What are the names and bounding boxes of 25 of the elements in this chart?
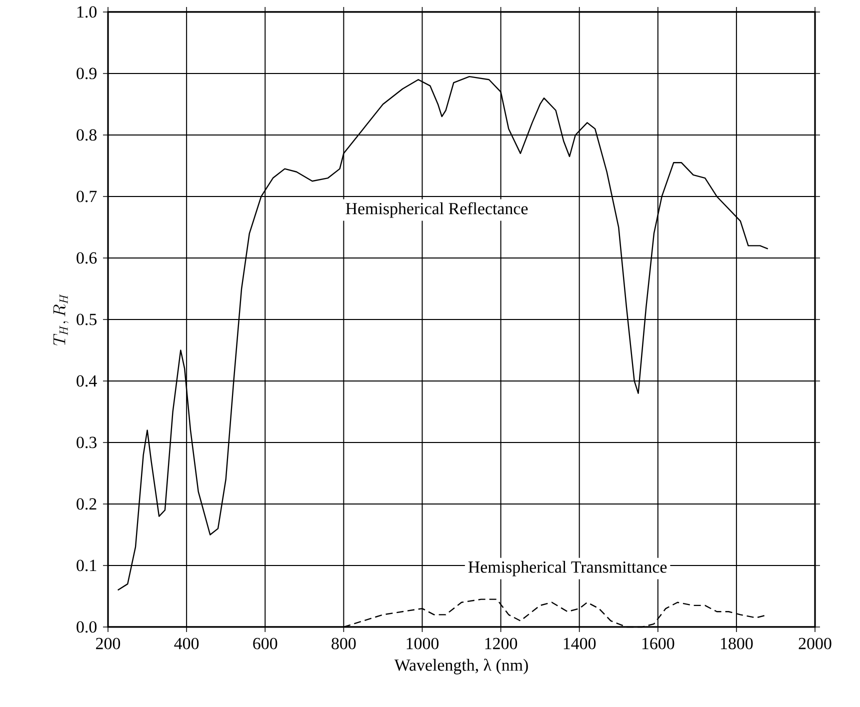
y-axis-title: $T_H, R_H$	[53, 294, 68, 346]
y-tick-label: 0.3	[76, 436, 97, 448]
y-tick-label: 0.9	[76, 68, 96, 80]
y-tick-label: 0.8	[76, 129, 97, 141]
x-tick-label: 200	[96, 638, 120, 650]
y-tick-label: 0.5	[76, 314, 97, 326]
x-tick-label: 1200	[485, 638, 518, 650]
x-tick-label: 1600	[642, 638, 674, 650]
y-tick-label: 0.0	[76, 621, 97, 633]
y-tick-label: 0.6	[76, 252, 97, 264]
series-label: Hemispherical Reflectance	[346, 202, 528, 218]
x-tick-label: 1400	[564, 638, 596, 650]
x-tick-label: 800	[332, 638, 356, 650]
y-tick-label: 0.4	[76, 375, 97, 387]
y-tick-label: 0.2	[76, 498, 96, 510]
x-tick-label: 2000	[798, 638, 832, 650]
x-tick-label: 400	[174, 638, 199, 650]
x-tick-label: 600	[253, 638, 278, 650]
y-tick-label: 0.1	[76, 560, 96, 572]
x-tick-label: 1000	[406, 638, 439, 650]
x-tick-label: 1800	[721, 638, 753, 650]
series-label: Hemispherical Transmittance	[468, 560, 667, 576]
x-axis-title: Wavelength, λ (nm)	[394, 658, 528, 674]
y-tick-label: 0.7	[76, 190, 97, 202]
y-tick-label: 1.0	[77, 6, 97, 18]
